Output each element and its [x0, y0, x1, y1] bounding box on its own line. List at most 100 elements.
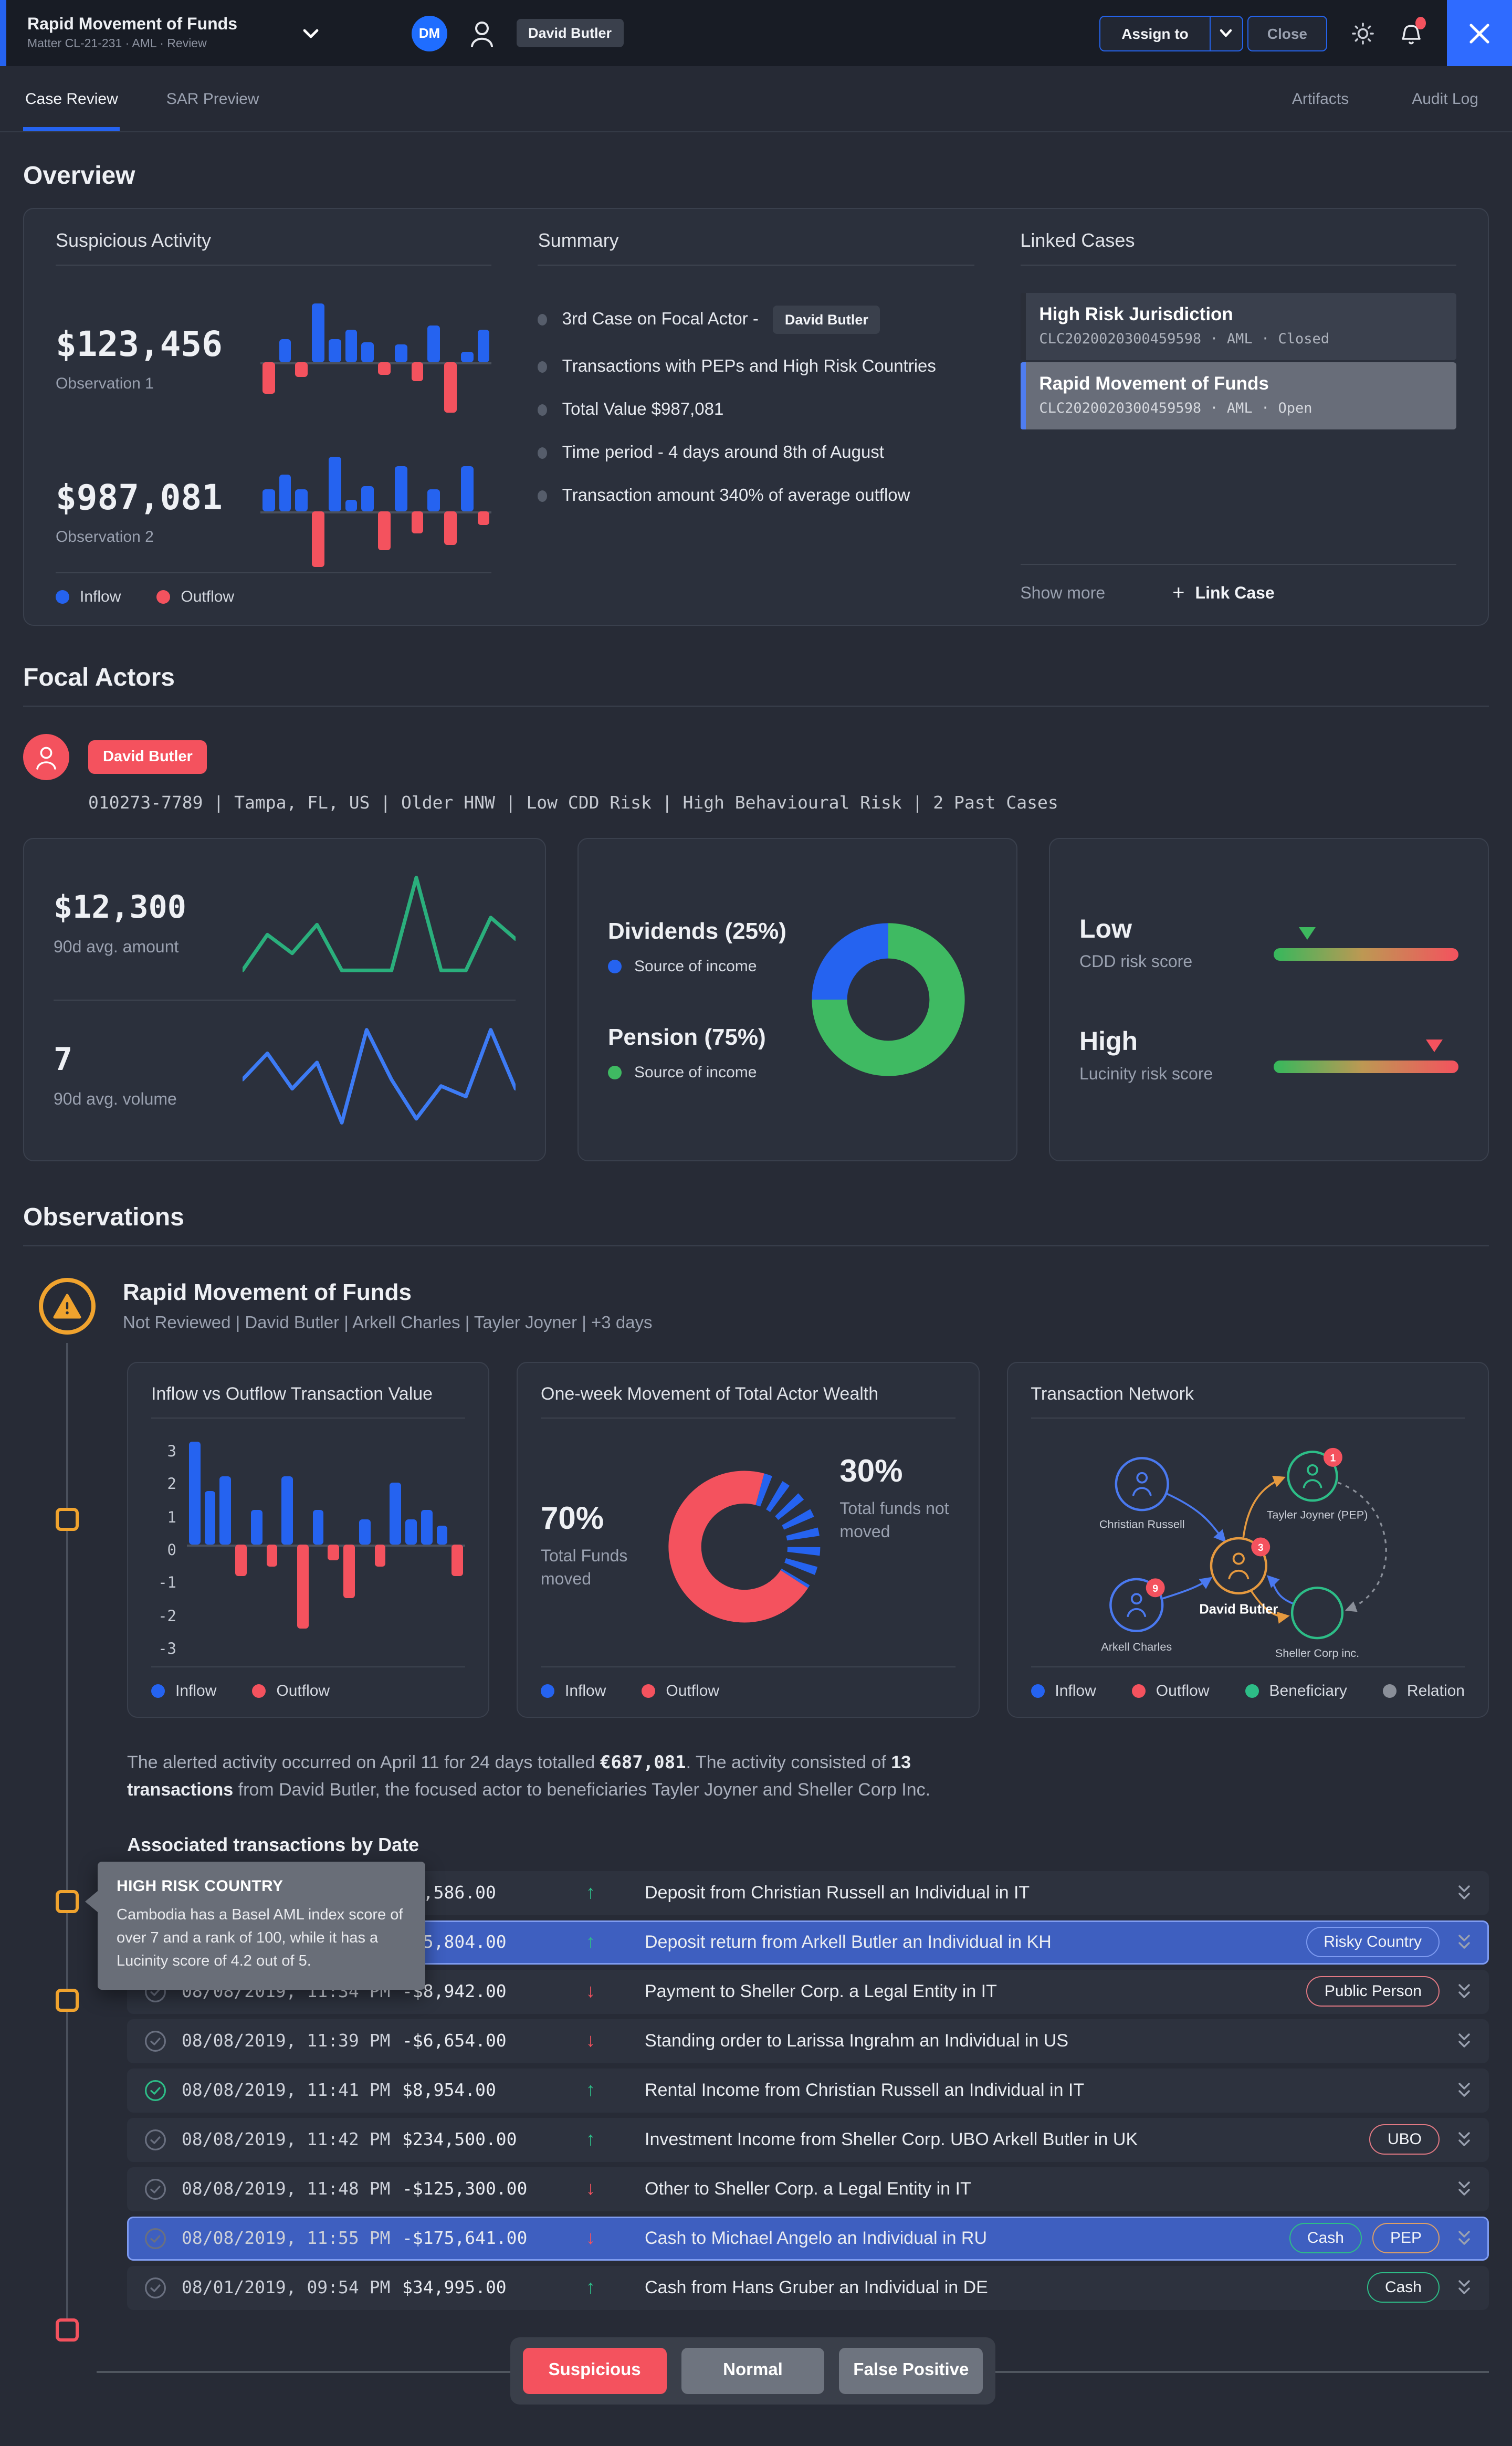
show-more-link[interactable]: Show more	[1020, 584, 1106, 602]
legend-label: Outflow	[1156, 1682, 1210, 1700]
theme-sun-icon[interactable]	[1350, 20, 1376, 46]
transaction-amount: $45,804.00	[402, 1932, 507, 1952]
svg-text:1: 1	[1330, 1452, 1336, 1464]
income-donut-chart	[812, 923, 965, 1076]
table-row[interactable]: 08/08/2019, 11:48 PM -$125,300.00 ↓ Othe…	[127, 2167, 1489, 2211]
chart-title: Transaction Network	[1031, 1384, 1194, 1404]
check-circle-icon[interactable]	[144, 2128, 167, 2151]
notifications-bell-icon[interactable]	[1399, 16, 1426, 47]
check-circle-icon[interactable]	[144, 2078, 167, 2102]
expand-chevrons-icon[interactable]	[1456, 2180, 1472, 2198]
legend-label: Inflow	[1055, 1682, 1096, 1700]
expand-chevrons-icon[interactable]	[1456, 2081, 1472, 2099]
focal-actor-chip[interactable]: David Butler	[517, 19, 624, 47]
inflow-bar	[361, 342, 374, 363]
row-badge[interactable]: Public Person	[1306, 1976, 1440, 2007]
cdd-risk-gradient-bar	[1274, 948, 1458, 960]
check-circle-icon[interactable]	[144, 2177, 167, 2200]
check-circle-icon[interactable]	[144, 2227, 167, 2250]
summary-text: Transactions with PEPs and High Risk Cou…	[562, 357, 936, 376]
alert-narrative: The alerted activity occurred on April 1…	[127, 1752, 931, 1800]
transaction-description: Rental Income from Christian Russell an …	[645, 2080, 1085, 2100]
close-case-button[interactable]: Close	[1247, 15, 1327, 51]
focal-actor-chip[interactable]: David Butler	[773, 306, 880, 334]
expand-chevrons-icon[interactable]	[1456, 1982, 1472, 2000]
legend-label: Relation	[1406, 1682, 1465, 1700]
row-badge[interactable]: Cash	[1367, 2272, 1440, 2303]
svg-text:Tayler Joyner (PEP): Tayler Joyner (PEP)	[1266, 1508, 1368, 1521]
chevron-down-icon[interactable]	[302, 28, 319, 38]
normal-button[interactable]: Normal	[681, 2347, 825, 2394]
expand-chevrons-icon[interactable]	[1456, 2279, 1472, 2296]
row-badge[interactable]: Cash	[1289, 2223, 1362, 2254]
timeline-marker[interactable]	[56, 1989, 79, 2012]
link-case-button[interactable]: + Link Case	[1172, 582, 1275, 605]
network-node-david-butler[interactable]: 3 David Butler	[1199, 1537, 1278, 1617]
warning-icon	[39, 1278, 96, 1335]
person-icon	[468, 18, 496, 48]
case-title-block: Rapid Movement of Funds Matter CL-21-231…	[27, 16, 237, 50]
check-circle-icon[interactable]	[144, 2029, 167, 2052]
inflow-outflow-bar-chart	[187, 1435, 465, 1654]
assign-dropdown-caret[interactable]	[1209, 15, 1243, 51]
legend-label: Outflow	[276, 1682, 330, 1700]
table-row[interactable]: 08/08/2019, 11:34 PM -$8,942.00 ↓ Paymen…	[127, 1969, 1489, 2014]
outflow-bar	[328, 1545, 340, 1560]
tab-sar-preview[interactable]: SAR Preview	[166, 90, 259, 108]
network-node-sheller-corp[interactable]: Sheller Corp inc.	[1275, 1587, 1359, 1660]
assign-to-button[interactable]: Assign to	[1099, 15, 1210, 51]
network-node-christian-russell[interactable]: Christian Russell	[1099, 1457, 1184, 1531]
false-positive-button[interactable]: False Positive	[839, 2347, 983, 2394]
linked-case-item[interactable]: Rapid Movement of Funds CLC20200203004595…	[1020, 362, 1456, 429]
notification-badge	[1415, 16, 1426, 29]
transaction-date: 08/08/2019, 11:48 PM	[182, 2179, 391, 2199]
summary-text: Time period - 4 days around 8th of Augus…	[562, 443, 884, 462]
timeline-line	[66, 1343, 68, 2330]
expand-chevrons-icon[interactable]	[1456, 2130, 1472, 2148]
table-row[interactable]: 08/08/2019, 11:41 PM $8,954.00 ↑ Rental …	[127, 2068, 1489, 2113]
network-node-tayler-joyner[interactable]: 1 Tayler Joyner (PEP)	[1266, 1447, 1368, 1521]
check-circle-icon[interactable]	[144, 2276, 167, 2299]
outflow-bar	[312, 511, 324, 568]
assignee-group: DM David Butler	[412, 15, 624, 51]
row-badge[interactable]: PEP	[1372, 2223, 1440, 2254]
suspicious-activity-panel: Suspicious Activity $123,456 Observation…	[56, 230, 492, 606]
network-node-arkell-charles[interactable]: 9 Arkell Charles	[1101, 1578, 1172, 1653]
transaction-date: 08/08/2019, 11:41 PM	[182, 2080, 391, 2101]
inflow-bar	[328, 339, 341, 363]
cdd-risk-label: CDD risk score	[1079, 953, 1193, 971]
tab-artifacts[interactable]: Artifacts	[1292, 90, 1349, 108]
row-badge[interactable]: UBO	[1369, 2124, 1440, 2155]
table-row[interactable]: 08/01/2019, 09:54 PM $34,995.00 ↑ Cash f…	[127, 2265, 1489, 2310]
timeline-marker[interactable]	[56, 1508, 79, 1531]
expand-chevrons-icon[interactable]	[1456, 2229, 1472, 2247]
svg-text:David Butler: David Butler	[1199, 1602, 1278, 1617]
actor-name-badge[interactable]: David Butler	[88, 740, 207, 774]
linked-case-item[interactable]: High Risk Jurisdiction CLC202002030045959…	[1020, 293, 1456, 360]
summary-item: Transaction amount 340% of average outfl…	[538, 486, 974, 506]
expand-chevrons-icon[interactable]	[1456, 1933, 1472, 1951]
table-row[interactable]: 08/08/2019, 11:42 PM $234,500.00 ↑ Inves…	[127, 2117, 1489, 2162]
close-window-button[interactable]	[1447, 0, 1512, 66]
table-row[interactable]: 08/08/2019, 11:55 PM -$175,641.00 ↓ Cash…	[127, 2216, 1489, 2261]
tab-case-review[interactable]: Case Review	[23, 66, 121, 131]
expand-chevrons-icon[interactable]	[1456, 2032, 1472, 2050]
expand-chevrons-icon[interactable]	[1456, 1884, 1472, 1902]
row-badge[interactable]: Risky Country	[1306, 1927, 1440, 1958]
suspicious-button[interactable]: Suspicious	[523, 2347, 667, 2394]
table-row[interactable]: 08/08/2019, 11:39 PM -$6,654.00 ↓ Standi…	[127, 2019, 1489, 2063]
observation-2-row: $987,081 Observation 2	[56, 450, 492, 572]
summary-item: Transactions with PEPs and High Risk Cou…	[538, 357, 974, 377]
source-of-income-card: Dividends (25%) Source of income Pension…	[578, 838, 1017, 1161]
panel-title: Summary	[538, 230, 619, 251]
svg-text:Sheller Corp inc.: Sheller Corp inc.	[1275, 1646, 1359, 1660]
outflow-bar	[477, 511, 490, 525]
risk-scores-card: Low CDD risk score High Lucinity risk sc…	[1049, 838, 1489, 1161]
tab-audit-log[interactable]: Audit Log	[1412, 90, 1478, 108]
transaction-date: 08/08/2019, 11:39 PM	[182, 2031, 391, 2051]
avatar[interactable]: DM	[412, 15, 447, 51]
legend-item: Outflow	[642, 1682, 719, 1700]
linked-case-title: High Risk Jurisdiction	[1039, 303, 1233, 324]
timeline-marker[interactable]	[56, 1890, 79, 1913]
bullet-dot	[538, 361, 548, 373]
